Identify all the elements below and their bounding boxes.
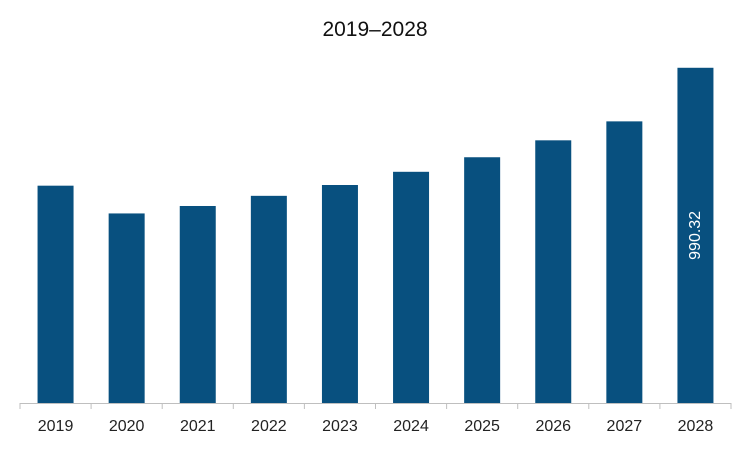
- x-axis-ticks: [19, 403, 732, 409]
- bar-2021: [179, 205, 216, 403]
- data-label-2028: 990.32: [687, 211, 704, 260]
- x-tick-label: 2023: [322, 418, 358, 435]
- x-tick-label: 2024: [393, 418, 429, 435]
- x-tick-label: 2026: [535, 418, 571, 435]
- x-tick-label: 2028: [678, 418, 714, 435]
- x-tick-label: 2019: [38, 418, 74, 435]
- x-tick-label: 2020: [109, 418, 145, 435]
- bar-2019: [37, 185, 74, 403]
- x-tick-label: 2021: [180, 418, 216, 435]
- bar-2024: [393, 171, 430, 403]
- x-axis-labels: 2019 2020 2021 2022 2023 2024 2025 2026 2027 2028: [38, 418, 714, 435]
- bar-2022: [250, 195, 287, 403]
- bar-2025: [464, 157, 501, 403]
- bar-2026: [535, 140, 572, 403]
- bars-group: [37, 67, 714, 404]
- bar-2020: [108, 213, 145, 403]
- x-tick-label: 2022: [251, 418, 287, 435]
- bar-2023: [321, 185, 358, 403]
- x-tick-label: 2025: [464, 418, 500, 435]
- bar-2028: [677, 67, 714, 404]
- bar-2027: [606, 121, 643, 404]
- data-labels-group: 990.32: [687, 211, 704, 260]
- chart-title: 2019–2028: [322, 18, 427, 41]
- x-tick-label: 2027: [607, 418, 643, 435]
